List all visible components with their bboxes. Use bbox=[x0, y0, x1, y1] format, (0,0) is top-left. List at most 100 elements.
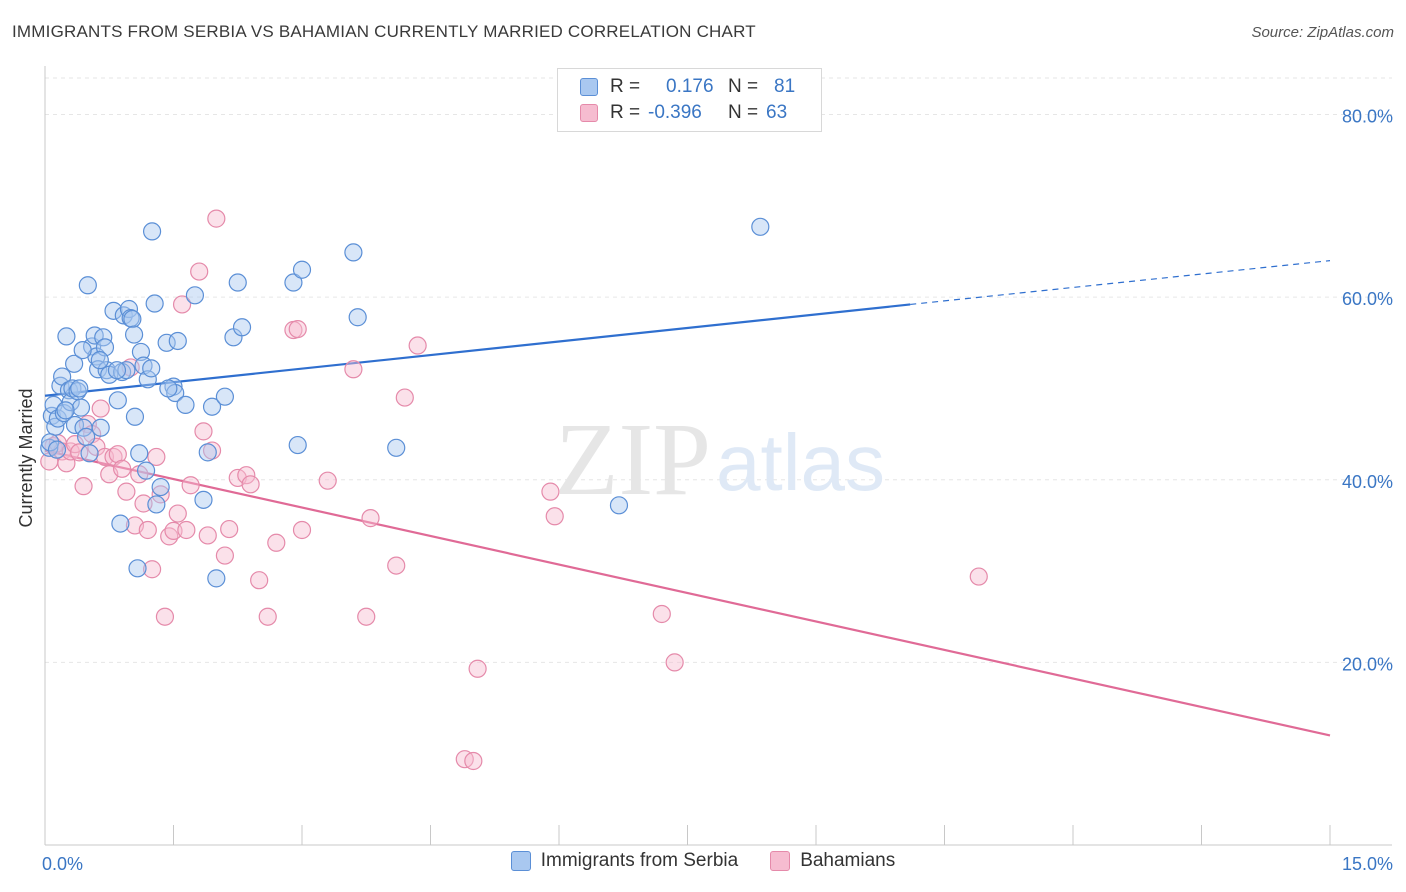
legend-n-label: N = bbox=[728, 76, 759, 97]
point-bahamian bbox=[147, 447, 166, 467]
point-serbia bbox=[131, 342, 151, 362]
point-serbia bbox=[73, 341, 92, 360]
point-bahamian bbox=[164, 521, 183, 540]
legend-item-serbia: Immigrants from Serbia bbox=[510, 850, 738, 872]
stats-legend: R = 0.176 N = 81 R = -0.396 N = 63 bbox=[557, 68, 822, 132]
point-bahamian bbox=[237, 466, 256, 485]
point-bahamian bbox=[408, 336, 427, 355]
point-serbia bbox=[57, 327, 76, 346]
trendline-serbia-extension bbox=[910, 260, 1331, 306]
point-serbia bbox=[123, 309, 142, 329]
point-serbia bbox=[128, 559, 147, 578]
point-serbia bbox=[119, 299, 139, 319]
grid bbox=[45, 77, 1392, 663]
point-serbia bbox=[71, 398, 91, 417]
point-bahamian bbox=[177, 520, 196, 540]
serbia-points bbox=[40, 217, 770, 588]
x-tick-label: 0.0% bbox=[42, 854, 83, 874]
point-bahamian bbox=[138, 520, 157, 540]
point-bahamian bbox=[387, 556, 406, 575]
point-bahamian bbox=[142, 560, 162, 579]
point-serbia bbox=[91, 418, 110, 437]
point-serbia bbox=[142, 222, 162, 241]
point-serbia bbox=[47, 440, 67, 459]
legend-r-label: R = bbox=[610, 76, 641, 97]
point-serbia bbox=[344, 243, 363, 262]
point-bahamian bbox=[74, 477, 93, 496]
point-serbia bbox=[284, 273, 303, 292]
legend-row-bahamian: R = -0.396 N = 63 bbox=[580, 101, 787, 125]
point-serbia bbox=[609, 496, 629, 515]
point-serbia bbox=[78, 276, 97, 295]
point-serbia bbox=[168, 331, 187, 351]
point-bahamian bbox=[172, 295, 192, 314]
point-serbia bbox=[124, 325, 144, 344]
point-bahamian bbox=[665, 653, 684, 672]
point-serbia bbox=[63, 379, 82, 398]
point-bahamian bbox=[181, 476, 200, 495]
point-serbia bbox=[51, 376, 70, 395]
point-bahamian bbox=[395, 388, 414, 407]
legend-r-value: 0.176 bbox=[666, 76, 714, 97]
point-bahamian bbox=[541, 482, 560, 501]
point-serbia bbox=[198, 443, 217, 462]
point-bahamian bbox=[108, 445, 127, 464]
trend-lines bbox=[44, 260, 1331, 737]
point-bahamian bbox=[267, 533, 286, 552]
legend-label-bahamian: Bahamians bbox=[800, 850, 896, 871]
legend-swatch-bahamian bbox=[580, 104, 598, 122]
point-bahamian bbox=[545, 507, 564, 526]
legend-row-serbia: R = 0.176 N = 81 bbox=[580, 75, 795, 99]
point-bahamian bbox=[344, 360, 363, 379]
legend-r-value: -0.396 bbox=[648, 102, 702, 123]
watermark-atlas: atlas bbox=[716, 418, 885, 507]
point-serbia bbox=[117, 361, 136, 380]
chart-title: IMMIGRANTS FROM SERBIA VS BAHAMIAN CURRE… bbox=[12, 22, 756, 41]
point-serbia bbox=[111, 514, 130, 533]
legend-n-label: N = bbox=[728, 102, 759, 123]
point-bahamian bbox=[258, 607, 277, 626]
point-serbia bbox=[159, 379, 178, 398]
point-bahamian bbox=[241, 475, 260, 494]
point-bahamian bbox=[969, 567, 988, 586]
legend-swatch-serbia bbox=[510, 851, 531, 871]
point-serbia bbox=[232, 318, 252, 337]
point-bahamian bbox=[207, 209, 226, 228]
point-bahamian bbox=[357, 607, 376, 626]
point-bahamian bbox=[194, 422, 213, 441]
watermark-zip: ZIP bbox=[555, 402, 711, 517]
trendline-bahamian bbox=[44, 449, 1331, 737]
point-bahamian bbox=[220, 519, 239, 539]
point-bahamian bbox=[464, 751, 483, 771]
point-serbia bbox=[207, 569, 226, 588]
point-serbia bbox=[142, 359, 161, 378]
point-serbia bbox=[194, 490, 213, 509]
point-bahamian bbox=[112, 459, 132, 478]
point-serbia bbox=[125, 407, 145, 426]
point-bahamian bbox=[168, 504, 187, 523]
point-serbia bbox=[292, 260, 312, 279]
point-bahamian bbox=[288, 320, 307, 339]
point-serbia bbox=[387, 438, 406, 457]
point-serbia bbox=[151, 477, 170, 497]
series-legend: Immigrants from Serbia Bahamians bbox=[0, 850, 1406, 872]
point-serbia bbox=[107, 361, 127, 380]
x-tick-label: 15.0% bbox=[1342, 854, 1393, 874]
point-serbia bbox=[108, 391, 127, 410]
y-tick-label: 60.0% bbox=[1342, 289, 1393, 309]
point-serbia bbox=[90, 351, 109, 370]
point-serbia bbox=[138, 370, 157, 389]
point-serbia bbox=[288, 435, 307, 455]
point-bahamian bbox=[151, 485, 170, 504]
point-bahamian bbox=[155, 607, 175, 626]
source-label: Source: ZipAtlas.com bbox=[1251, 24, 1394, 41]
point-serbia bbox=[147, 495, 166, 514]
point-serbia bbox=[136, 461, 156, 480]
point-serbia bbox=[130, 444, 149, 463]
y-tick-label: 40.0% bbox=[1342, 472, 1393, 492]
point-bahamian bbox=[91, 399, 110, 418]
legend-n-value: 81 bbox=[774, 76, 796, 97]
point-serbia bbox=[157, 333, 176, 352]
point-serbia bbox=[176, 395, 195, 414]
